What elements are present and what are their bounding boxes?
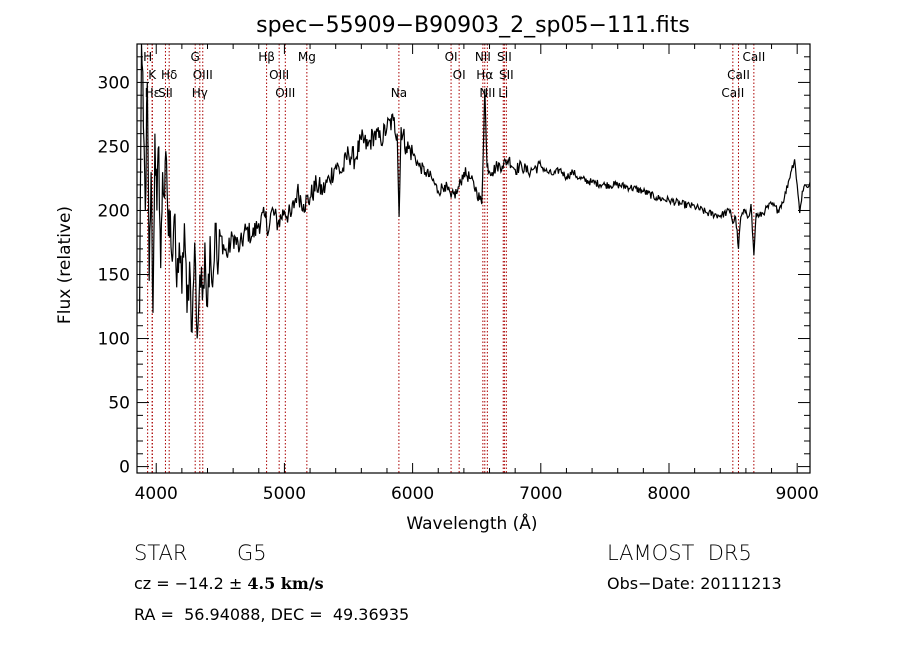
- y-tick-label: 50: [108, 394, 130, 414]
- redshift-value: 4.5 km/s: [247, 574, 324, 593]
- x-tick-label: 5000: [263, 484, 306, 504]
- chart-title: spec−55909−B90903_2_sp05−111.fits: [256, 13, 690, 38]
- spectral-line-label: Li: [498, 86, 508, 100]
- spectral-line-label: CaII: [721, 86, 744, 100]
- spectral-line-label: OIII: [269, 68, 289, 82]
- spectral-line-label: OI: [445, 50, 458, 64]
- spectral-line-label: SII: [158, 86, 173, 100]
- object-subclass: G5: [237, 541, 267, 565]
- spectral-line-label: SII: [497, 50, 512, 64]
- x-tick-label: 4000: [135, 484, 178, 504]
- spectral-line-label: G: [191, 50, 200, 64]
- spectral-line-label: Mg: [298, 50, 316, 64]
- y-tick-label: 250: [98, 137, 130, 157]
- y-tick-label: 150: [98, 266, 130, 286]
- spectral-line-label: Na: [391, 86, 407, 100]
- observation-date: Obs−Date: 20111213: [607, 574, 782, 593]
- x-tick-label: 6000: [391, 484, 434, 504]
- x-axis-label: Wavelength (Å): [406, 512, 537, 534]
- x-tick-label: 7000: [519, 484, 562, 504]
- redshift-prefix: cz = −14.2 ±: [134, 574, 248, 593]
- spectral-line-label: Hε: [145, 86, 161, 100]
- spectral-line-label: OIII: [193, 68, 213, 82]
- y-tick-label: 0: [119, 458, 130, 478]
- spectral-line-label: K: [148, 68, 157, 82]
- redshift-line: cz = −14.2 ± 4.5 km/s: [134, 574, 324, 593]
- spectral-line-markers: [147, 44, 755, 473]
- plot-frame: [136, 43, 811, 474]
- spectrum-line: [139, 43, 811, 339]
- y-axis-ticks: 0 50 100 150 200 250 300: [98, 56, 810, 478]
- spectral-line-label: NII: [475, 50, 491, 64]
- spectral-line-label: NII: [479, 86, 495, 100]
- spectral-line-label: Hδ: [161, 68, 177, 82]
- x-tick-label: 9000: [776, 484, 819, 504]
- spectral-line-label: Hγ: [192, 86, 208, 100]
- y-axis-label: Flux (relative): [55, 206, 75, 324]
- spectral-line-label: CaII: [742, 50, 765, 64]
- survey-name: LAMOST DR5: [607, 541, 752, 565]
- spectral-line-label: CaII: [727, 68, 750, 82]
- object-class: STAR: [134, 541, 188, 565]
- spectral-line-label: SII: [499, 68, 514, 82]
- coordinates: RA = 56.94088, DEC = 49.36935: [134, 605, 410, 624]
- spectral-line-label: Hα: [476, 68, 493, 82]
- y-tick-label: 200: [98, 201, 130, 221]
- y-tick-label: 100: [98, 330, 130, 350]
- spectral-line-label: Hβ: [258, 50, 275, 64]
- spectral-line-label: H: [143, 50, 152, 64]
- x-axis-ticks: 4000 5000 6000 7000 8000 9000: [135, 44, 819, 504]
- spectral-line-label: OIII: [275, 86, 295, 100]
- x-tick-label: 8000: [647, 484, 690, 504]
- spectral-line-label: OI: [453, 68, 466, 82]
- y-tick-label: 300: [98, 73, 130, 93]
